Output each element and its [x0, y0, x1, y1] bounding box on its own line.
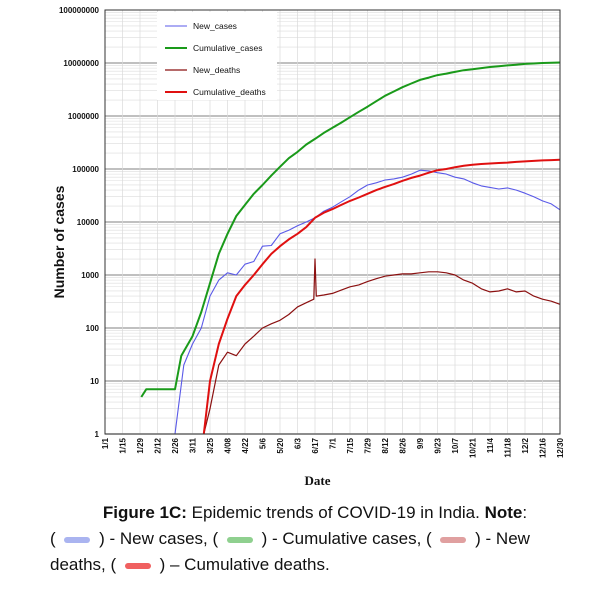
- x-tick-label: 1/29: [136, 437, 145, 453]
- x-tick-label: 1/15: [119, 437, 128, 453]
- x-tick-label: 6/17: [311, 437, 320, 453]
- x-tick-label: 9/23: [434, 437, 443, 453]
- x-tick-label: 2/26: [171, 437, 180, 453]
- new-deaths-swatch: [440, 536, 467, 543]
- legend-label: Cumulative_cases: [193, 43, 262, 53]
- x-tick-label: 7/15: [346, 437, 355, 453]
- x-tick-label: 9/9: [416, 437, 425, 449]
- figure-caption: Figure 1C: Epidemic trends of COVID-19 i…: [50, 500, 580, 578]
- x-tick-label: 10/7: [451, 437, 460, 453]
- y-tick-label: 1000000: [68, 112, 100, 121]
- cumulative-deaths-swatch: [124, 562, 151, 569]
- caption-cumulative-cases: ) - Cumulative cases, (: [261, 529, 432, 548]
- legend-box: [157, 12, 277, 100]
- new-cases-swatch: [64, 536, 91, 543]
- plot-area: [104, 9, 561, 435]
- y-axis-label: Number of cases: [51, 185, 67, 298]
- x-tick-label: 4/08: [224, 437, 233, 453]
- x-tick-label: 5/20: [276, 437, 285, 453]
- cumulative-cases-swatch: [226, 536, 253, 543]
- legend-label: New_deaths: [193, 65, 240, 75]
- legend: New_cases Cumulative_cases New_deaths Cumul…: [157, 12, 277, 100]
- series-line-cumulative-cases: [140, 61, 561, 398]
- y-tick-label: 1: [95, 430, 100, 439]
- x-tick-label: 5/6: [259, 437, 268, 449]
- x-tick-label: 8/12: [381, 437, 390, 453]
- x-tick-label: 3/25: [206, 437, 215, 453]
- caption-note-colon: :: [522, 503, 528, 522]
- series-lines: [140, 61, 561, 435]
- series-line-cumulative-deaths: [202, 158, 561, 435]
- y-tick-label: 10: [90, 377, 99, 386]
- x-axis-label: Date: [305, 473, 331, 488]
- caption-line-2: ( ) - New cases, ( ) - Cumulative cases,…: [50, 526, 580, 552]
- y-axis-ticks: 1 10 100 1000 10000 100000 1000000 10000000 1000…: [59, 6, 100, 439]
- x-tick-label: 7/29: [364, 437, 373, 453]
- x-tick-label: 10/21: [469, 437, 478, 458]
- x-tick-label: 6/3: [294, 437, 303, 449]
- x-tick-label: 2/12: [154, 437, 163, 453]
- caption-figure-text: Epidemic trends of COVID-19 in India.: [186, 503, 480, 522]
- series-line-new-deaths: [203, 258, 561, 435]
- caption-line-3: deaths, ( ) – Cumulative deaths.: [50, 552, 580, 578]
- caption-figure-label: Figure 1C:: [102, 503, 187, 522]
- x-tick-label: 7/1: [329, 437, 338, 449]
- y-tick-label: 10000000: [63, 59, 99, 68]
- series-line-new-cases: [141, 169, 561, 435]
- x-tick-label: 11/18: [504, 437, 513, 457]
- x-tick-label: 12/2: [521, 437, 530, 453]
- caption-line-1: Figure 1C: Epidemic trends of COVID-19 i…: [50, 500, 580, 526]
- x-axis-ticks: 1/1 1/15 1/29 2/12 2/26 3/11 3/25 4/08 4/22 5/6 5/…: [101, 437, 565, 458]
- y-tick-label: 100: [86, 324, 100, 333]
- y-tick-label: 10000: [77, 218, 100, 227]
- legend-label: Cumulative_deaths: [193, 87, 266, 97]
- x-tick-label: 1/1: [101, 437, 110, 449]
- x-tick-label: 12/30: [556, 437, 565, 458]
- chart: 1 10 100 1000 10000 100000 1000000 10000000 1000…: [51, 6, 565, 488]
- x-tick-label: 3/11: [189, 437, 198, 453]
- y-tick-label: 100000000: [59, 6, 100, 15]
- caption-cumulative-deaths: ) – Cumulative deaths.: [159, 555, 330, 574]
- x-tick-label: 12/16: [539, 437, 548, 458]
- x-tick-label: 4/22: [241, 437, 250, 453]
- caption-new-deaths: ) - New: [475, 529, 530, 548]
- caption-new-cases: ) - New cases, (: [99, 529, 219, 548]
- caption-paren: (: [50, 529, 56, 548]
- x-tick-label: 8/26: [399, 437, 408, 453]
- x-tick-label: 11/4: [486, 437, 495, 453]
- caption-note-label: Note: [484, 503, 523, 522]
- caption-deaths: deaths, (: [50, 555, 117, 574]
- y-tick-label: 1000: [81, 271, 99, 280]
- legend-label: New_cases: [193, 21, 237, 31]
- y-tick-label: 100000: [72, 165, 99, 174]
